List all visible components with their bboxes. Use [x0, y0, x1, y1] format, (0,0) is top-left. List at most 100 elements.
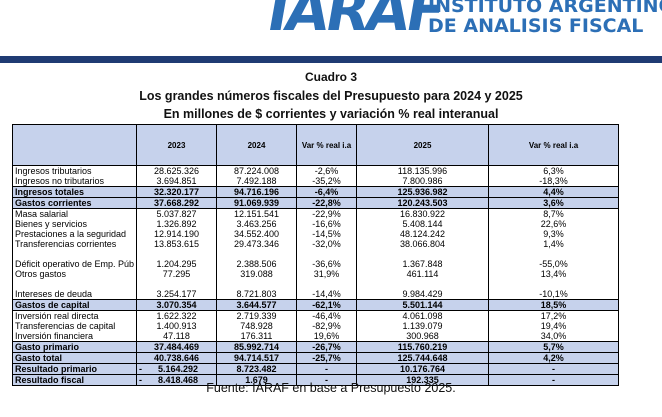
table-subtitle: En millones de $ corrientes y variación …: [163, 107, 499, 121]
row-label: Gasto primario: [12, 341, 137, 353]
var-2024: -46,4%: [296, 310, 357, 321]
var-2025: 34,0%: [488, 331, 619, 342]
header-var-2024: Var % real i.a: [296, 124, 357, 166]
var-2025: -18,3%: [488, 176, 619, 187]
cuadro-label: Cuadro 3: [304, 70, 357, 84]
var-2025: 8,7%: [488, 208, 619, 219]
value-2023: 47.118: [136, 331, 217, 342]
value-2023-amount: 5.164.292: [157, 364, 199, 374]
value-2025: 48.124.242: [356, 229, 489, 239]
var-2024: -16,6%: [296, 219, 357, 229]
header: IARAF INSTITUTO ARGENTINO DE ANALISIS FI…: [0, 0, 662, 56]
row-label: Inversión real directa: [12, 310, 137, 321]
row-label: Ingresos totales: [12, 186, 137, 198]
table-row: Inversión financiera 47.118 176.311 19,6…: [12, 331, 619, 342]
value-2024: 748.928: [216, 321, 297, 331]
row-label: Ingresos no tributarios: [12, 176, 137, 187]
value-2024: 94.716.196: [216, 186, 297, 198]
var-2024: -82,9%: [296, 321, 357, 331]
value-2024: 2.719.339: [216, 310, 297, 321]
org-name: INSTITUTO ARGENTINO DE ANALISIS FISCAL: [428, 0, 662, 36]
value-2023-amount: 8.418.468: [157, 375, 199, 385]
table-row: Déficit operativo de Emp. Púb 1.204.295 …: [12, 249, 619, 269]
value-2023: 5.037.827: [136, 208, 217, 219]
value-2024: 29.473.346: [216, 239, 297, 249]
value-2025: 9.984.429: [356, 279, 489, 300]
value-2024: 176.311: [216, 331, 297, 342]
header-2024: 2024: [216, 124, 297, 166]
row-label: Bienes y servicios: [12, 219, 137, 229]
iaraf-logo: IARAF: [262, 0, 448, 44]
value-2023: 1.622.322: [136, 310, 217, 321]
row-label: Transferencias de capital: [12, 321, 137, 331]
var-2025: -10,1%: [488, 279, 619, 300]
table-title: Los grandes números fiscales del Presupu…: [139, 89, 523, 103]
value-2023: - 8.418.468: [136, 374, 217, 386]
value-2025: 125.744.648: [356, 352, 489, 364]
value-2024: 8.723.482: [216, 363, 297, 375]
value-2025: 5.501.144: [356, 299, 489, 311]
value-2023: 37.668.292: [136, 197, 217, 209]
var-2024: -2,6%: [296, 165, 357, 176]
value-2023: 32.320.177: [136, 186, 217, 198]
var-2024: -32,0%: [296, 239, 357, 249]
row-label: Gastos de capital: [12, 299, 137, 311]
var-2025: 9,3%: [488, 229, 619, 239]
var-2025: -55,0%: [488, 249, 619, 269]
value-2024: 8.721.803: [216, 279, 297, 300]
var-2025: -: [488, 363, 619, 375]
value-2023: 28.625.326: [136, 165, 217, 176]
value-2024: 12.151.541: [216, 208, 297, 219]
value-2024: 3.463.256: [216, 219, 297, 229]
table-row-highlight: Resultado primario -5.164.292 8.723.482 …: [12, 363, 619, 375]
value-2023: 12.914.190: [136, 229, 217, 239]
row-label: Inversión financiera: [12, 331, 137, 342]
table-row-highlight: Gasto primario 37.484.469 85.992.714 -26…: [12, 341, 619, 353]
var-2025: 13,4%: [488, 269, 619, 279]
header-label: [12, 124, 137, 166]
negative-sign: -: [139, 375, 142, 385]
value-2024: 3.644.577: [216, 299, 297, 311]
source-note: Fuente: IARAF en base a Presupuesto 2025…: [206, 381, 456, 395]
table-header-row: 2023 2024 Var % real i.a 2025 Var % real…: [12, 124, 619, 166]
value-2025: 115.760.219: [356, 341, 489, 353]
var-2024: 19,6%: [296, 331, 357, 342]
var-2025: 18,5%: [488, 299, 619, 311]
row-label: Intereses de deuda: [12, 279, 137, 300]
var-2025: -: [488, 374, 619, 386]
var-2025: 17,2%: [488, 310, 619, 321]
value-2024: 34.552.400: [216, 229, 297, 239]
value-2025: 4.061.098: [356, 310, 489, 321]
org-name-line2: DE ANALISIS FISCAL: [428, 15, 644, 37]
table-row-highlight: Gastos de capital 3.070.354 3.644.577 -6…: [12, 299, 619, 311]
var-2025: 4,2%: [488, 352, 619, 364]
row-label: Transferencias corrientes: [12, 239, 137, 249]
table-row: Prestaciones a la seguridad 12.914.190 3…: [12, 229, 619, 239]
var-2024: -22,9%: [296, 208, 357, 219]
value-2025: 38.066.804: [356, 239, 489, 249]
value-2024: 319.088: [216, 269, 297, 279]
row-label: Resultado primario: [12, 363, 137, 375]
value-2023: 1.326.892: [136, 219, 217, 229]
var-2024: -62,1%: [296, 299, 357, 311]
var-2024: 31,9%: [296, 269, 357, 279]
table-row: Intereses de deuda 3.254.177 8.721.803 -…: [12, 279, 619, 300]
row-label: Gasto total: [12, 352, 137, 364]
value-2024: 94.714.517: [216, 352, 297, 364]
value-2023: 1.204.295: [136, 249, 217, 269]
value-2025: 1.139.079: [356, 321, 489, 331]
value-2024: 2.388.506: [216, 249, 297, 269]
var-2025: 5,7%: [488, 341, 619, 353]
value-2023: 37.484.469: [136, 341, 217, 353]
value-2023: 77.295: [136, 269, 217, 279]
table-row: Bienes y servicios 1.326.892 3.463.256 -…: [12, 219, 619, 229]
value-2023: 40.738.646: [136, 352, 217, 364]
table-row: Ingresos no tributarios 3.694.851 7.492.…: [12, 176, 619, 187]
header-2023: 2023: [136, 124, 217, 166]
var-2024: -: [296, 374, 357, 386]
row-label: Resultado fiscal: [12, 374, 137, 386]
value-2023: 1.400.913: [136, 321, 217, 331]
var-2024: -36,6%: [296, 249, 357, 269]
value-2024: 91.069.939: [216, 197, 297, 209]
value-2025: 192.335: [356, 374, 489, 386]
